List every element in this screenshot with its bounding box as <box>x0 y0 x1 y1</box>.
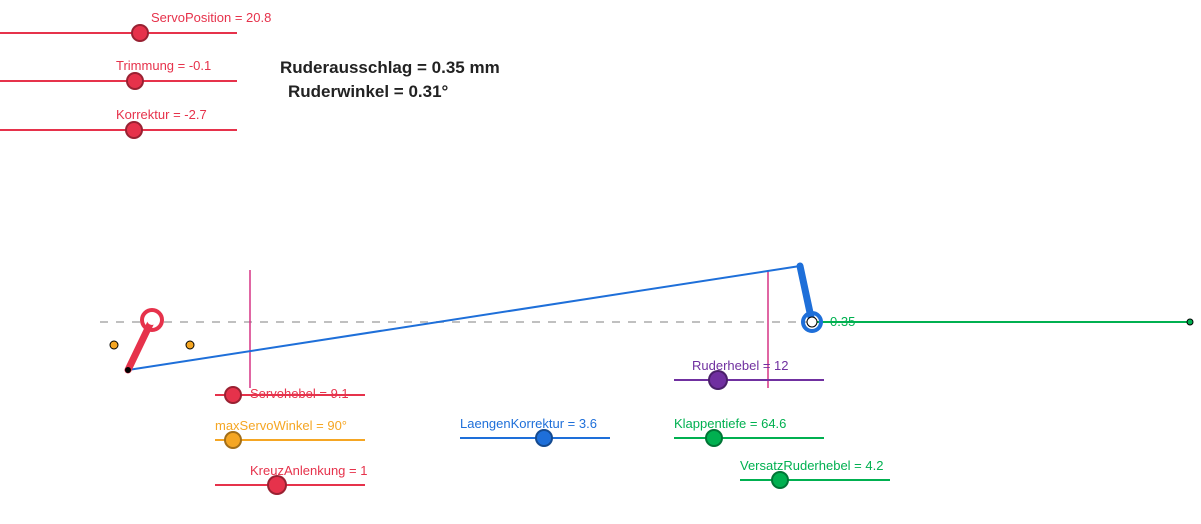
linkage-geometry <box>0 0 1201 524</box>
rudder-hinge-inner <box>807 317 817 327</box>
slider-label: VersatzRuderhebel = 4.2 <box>740 458 883 473</box>
rudder-endpoint <box>1187 319 1193 325</box>
readout-ruderausschlag: Ruderausschlag = 0.35 mm <box>280 58 500 78</box>
slider-label: ServoPosition = 20.8 <box>151 10 271 25</box>
servo-arm <box>128 320 152 370</box>
slider-track[interactable] <box>215 484 365 486</box>
linkage-end-point <box>797 263 803 269</box>
slider-knob[interactable] <box>131 24 149 42</box>
slider-label: Klappentiefe = 64.6 <box>674 416 786 431</box>
slider-knob[interactable] <box>125 121 143 139</box>
slider-label: Trimmung = -0.1 <box>116 58 211 73</box>
rudder-horn <box>800 266 812 322</box>
slider-knob[interactable] <box>267 475 287 495</box>
slider-knob[interactable] <box>705 429 723 447</box>
slider-track[interactable] <box>740 479 890 481</box>
hinge-value-label: 0.35 <box>830 314 855 329</box>
rudder-hinge-ring <box>803 313 821 331</box>
linkage-rod <box>128 266 800 370</box>
servo-pivot-ring <box>142 310 162 330</box>
servo-limit-right <box>186 341 194 349</box>
slider-track[interactable] <box>0 80 237 82</box>
servo-pivot-inner <box>147 315 157 325</box>
slider-knob[interactable] <box>708 370 728 390</box>
readout-ruderwinkel: Ruderwinkel = 0.31° <box>288 82 448 102</box>
slider-knob[interactable] <box>771 471 789 489</box>
linkage-start-point <box>125 367 131 373</box>
slider-label: LaengenKorrektur = 3.6 <box>460 416 597 431</box>
slider-track[interactable] <box>0 32 237 34</box>
slider-knob[interactable] <box>224 431 242 449</box>
servo-arm-tip <box>125 367 131 373</box>
slider-label: Korrektur = -2.7 <box>116 107 207 122</box>
slider-track[interactable] <box>674 379 824 381</box>
slider-label: KreuzAnlenkung = 1 <box>250 463 367 478</box>
slider-track[interactable] <box>674 437 824 439</box>
diagram-canvas: { "colors": { "red": "#e6324b", "red_dar… <box>0 0 1201 524</box>
slider-track[interactable] <box>0 129 237 131</box>
servo-limit-left <box>110 341 118 349</box>
slider-knob[interactable] <box>224 386 242 404</box>
slider-label: Ruderhebel = 12 <box>692 358 789 373</box>
slider-knob[interactable] <box>126 72 144 90</box>
slider-knob[interactable] <box>535 429 553 447</box>
